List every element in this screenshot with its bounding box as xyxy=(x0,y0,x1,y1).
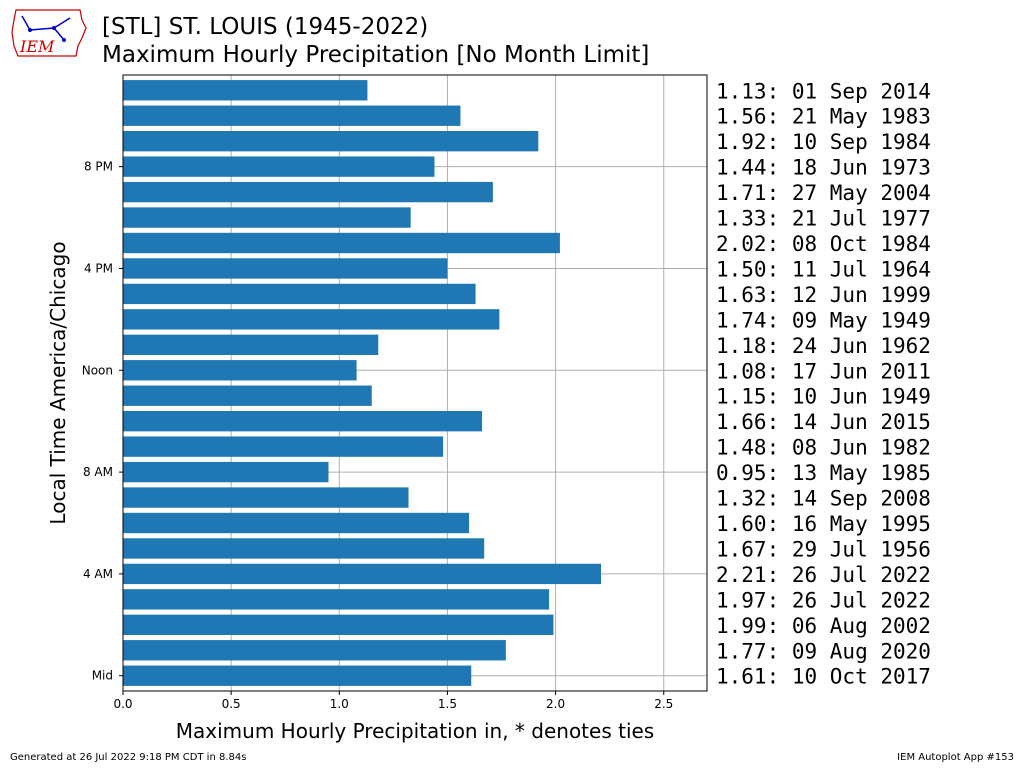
annotation-hour-7: 1.32: 14 Sep 2008 xyxy=(716,487,931,511)
annotation-hour-8: 0.95: 13 May 1985 xyxy=(716,461,931,485)
x-tick-label: 0.5 xyxy=(222,697,241,711)
annotation-hour-18: 1.33: 21 Jul 1977 xyxy=(716,207,931,231)
bar-hour-23 xyxy=(123,80,368,101)
y-tick-label: 8 AM xyxy=(83,465,113,479)
axis-ticks: 0.0 0.5 1.0 1.5 2.0 2.5 Mid 4 AM 8 AM Noon 4 PM 8 P… xyxy=(82,160,674,711)
bar-hour-2 xyxy=(123,614,554,635)
bar-hour-14 xyxy=(123,309,500,330)
footer-generated: Generated at 26 Jul 2022 9:18 PM CDT in … xyxy=(10,752,247,763)
x-tick-label: 1.5 xyxy=(438,697,457,711)
x-tick-label: 0.0 xyxy=(113,697,132,711)
annotation-hour-3: 1.97: 26 Jul 2022 xyxy=(716,588,931,612)
bar-hour-18 xyxy=(123,207,411,228)
annotation-hour-1: 1.77: 09 Aug 2020 xyxy=(716,639,931,663)
annotation-hour-21: 1.92: 10 Sep 1984 xyxy=(716,130,931,154)
x-tick-label: 2.5 xyxy=(654,697,673,711)
bar-hour-12 xyxy=(123,360,357,381)
y-tick-label: 4 PM xyxy=(84,261,113,275)
annotation-hour-19: 1.71: 27 May 2004 xyxy=(716,181,931,205)
bar-hour-4 xyxy=(123,563,602,585)
logo-text: IEM xyxy=(19,37,55,56)
y-tick-label: 8 PM xyxy=(84,160,113,174)
bar-hour-7 xyxy=(123,487,409,508)
plot-frame xyxy=(122,74,708,692)
x-tick-label: 1.0 xyxy=(330,697,349,711)
bar-hour-11 xyxy=(123,385,372,406)
y-tick-label: Noon xyxy=(82,363,113,377)
annotation-hour-2: 1.99: 06 Aug 2002 xyxy=(716,614,931,638)
annotation-hour-5: 1.67: 29 Jul 1956 xyxy=(716,537,931,561)
bar-hour-0 xyxy=(123,665,472,686)
annotation-hour-9: 1.48: 08 Jun 1982 xyxy=(716,436,931,460)
y-tick-label: Mid xyxy=(92,669,113,683)
annotation-hour-12: 1.08: 17 Jun 2011 xyxy=(716,359,931,383)
bar-hour-5 xyxy=(123,538,485,559)
bar-hour-10 xyxy=(123,411,483,432)
bar-hour-15 xyxy=(123,283,476,305)
x-axis-label: Maximum Hourly Precipitation in, * denot… xyxy=(176,719,654,743)
x-tick-label: 2.0 xyxy=(546,697,565,711)
annotation-hour-15: 1.63: 12 Jun 1999 xyxy=(716,283,931,307)
annotation-hour-16: 1.50: 11 Jul 1964 xyxy=(716,257,931,281)
y-tick-label: 4 AM xyxy=(83,567,113,581)
bar-hour-16 xyxy=(123,258,448,279)
annotation-hour-22: 1.56: 21 May 1983 xyxy=(716,105,931,129)
bar-hour-13 xyxy=(123,334,379,355)
annotation-hour-6: 1.60: 16 May 1995 xyxy=(716,512,931,536)
bar-hour-1 xyxy=(123,640,506,661)
bar-hour-9 xyxy=(123,436,444,457)
iem-logo: IEM xyxy=(11,9,87,57)
annotation-hour-10: 1.66: 14 Jun 2015 xyxy=(716,410,931,434)
annotation-hour-13: 1.18: 24 Jun 1962 xyxy=(716,334,931,358)
chart-title: [STL] ST. LOUIS (1945-2022) xyxy=(102,14,429,40)
bar-hour-17 xyxy=(123,232,560,254)
annotation-hour-4: 2.21: 26 Jul 2022 xyxy=(716,563,931,587)
annotation-hour-0: 1.61: 10 Oct 2017 xyxy=(716,665,931,689)
annotation-hour-11: 1.15: 10 Jun 1949 xyxy=(716,385,931,409)
bars xyxy=(123,80,602,686)
bar-hour-6 xyxy=(123,512,470,534)
annotation-hour-14: 1.74: 09 May 1949 xyxy=(716,308,931,332)
annotation-hour-23: 1.13: 01 Sep 2014 xyxy=(716,79,931,103)
bar-hour-8 xyxy=(123,461,329,483)
bar-hour-22 xyxy=(123,105,461,126)
bar-hour-19 xyxy=(123,181,493,203)
y-axis-label: Local Time America/Chicago xyxy=(46,241,70,524)
chart-subtitle: Maximum Hourly Precipitation [No Month L… xyxy=(102,42,650,68)
annotation-hour-17: 2.02: 08 Oct 1984 xyxy=(716,232,931,256)
bar-hour-21 xyxy=(123,131,539,152)
annotation-hour-20: 1.44: 18 Jun 1973 xyxy=(716,156,931,180)
bar-hour-20 xyxy=(123,156,435,177)
bar-hour-3 xyxy=(123,589,550,610)
footer-app: IEM Autoplot App #153 xyxy=(897,752,1014,763)
